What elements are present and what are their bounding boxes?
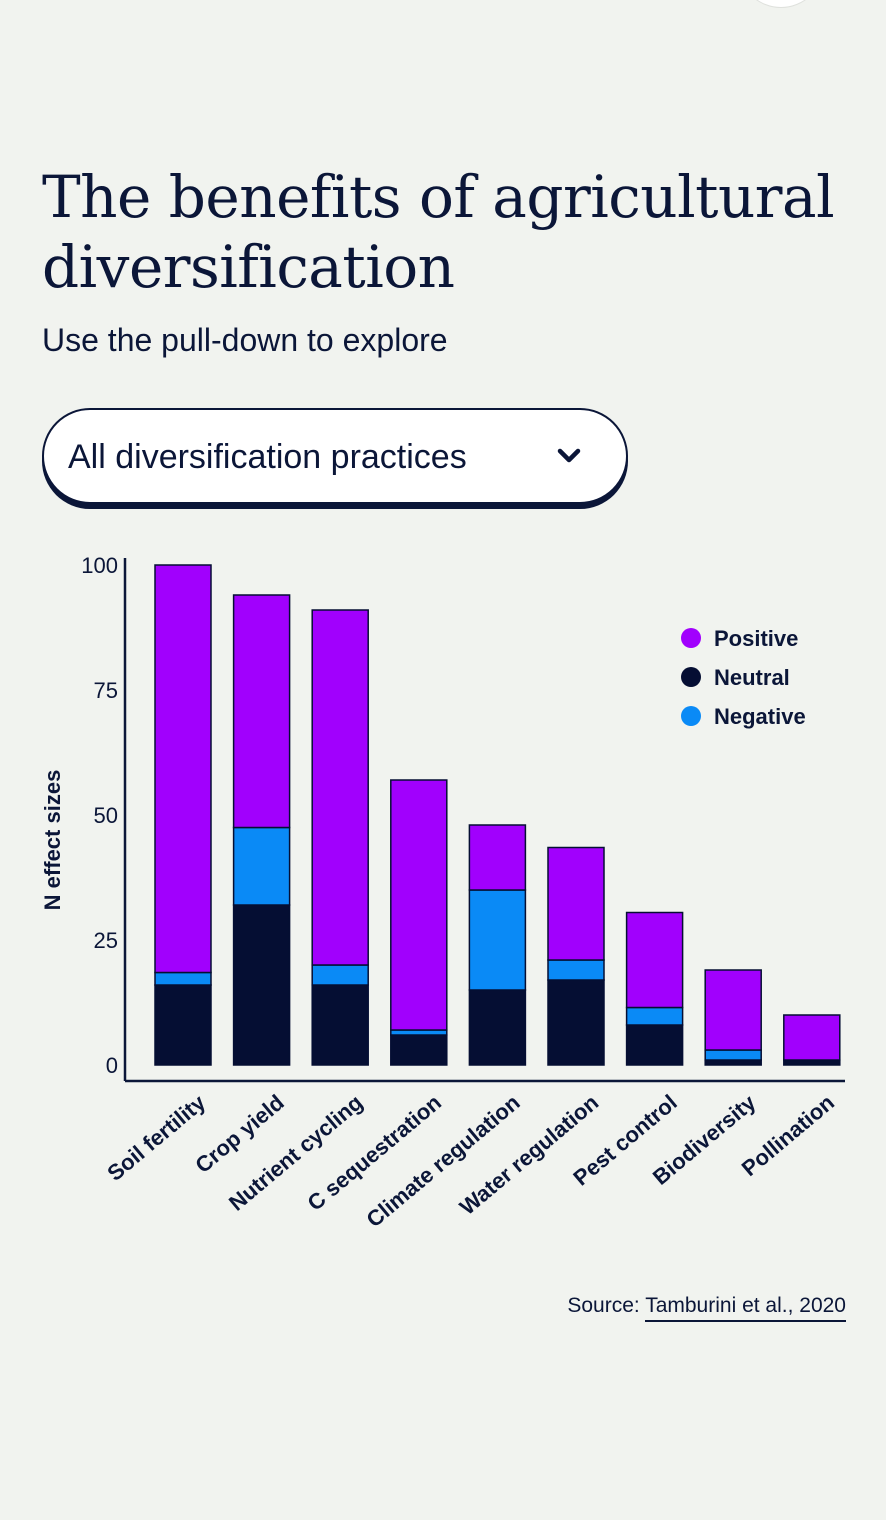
page-title: The benefits of agricultural diversifica… xyxy=(42,163,835,301)
bar-segment-negative[interactable] xyxy=(704,1049,762,1061)
menu-button[interactable] xyxy=(738,0,824,8)
bar-segment-positive[interactable] xyxy=(154,564,212,974)
bar-segment-negative[interactable] xyxy=(232,826,291,906)
bar-segment-positive[interactable] xyxy=(704,969,762,1051)
y-axis-label: N effect sizes xyxy=(40,770,65,911)
x-tick-label: Soil fertility xyxy=(102,1089,210,1186)
y-tick-label: 25 xyxy=(94,928,118,953)
y-tick-label: 0 xyxy=(106,1053,118,1078)
bar-segment-negative[interactable] xyxy=(154,971,212,986)
bar-segment-negative[interactable] xyxy=(311,964,369,986)
dropdown-selected-value: All diversification practices xyxy=(68,438,467,476)
bar-segment-negative[interactable] xyxy=(468,889,527,991)
bar-segment-positive[interactable] xyxy=(468,824,527,891)
legend-swatch-neutral xyxy=(681,667,701,687)
chevron-down-icon xyxy=(557,448,581,463)
bar-segment-positive[interactable] xyxy=(625,911,684,1009)
x-tick-label: C sequestration xyxy=(303,1090,446,1216)
source-link[interactable]: Tamburini et al., 2020 xyxy=(645,1294,846,1322)
bar-segment-neutral[interactable] xyxy=(154,984,212,1066)
legend-swatch-negative xyxy=(681,706,701,726)
bar-segment-negative[interactable] xyxy=(625,1006,684,1026)
bar-segment-neutral[interactable] xyxy=(625,1024,684,1066)
bar-segment-positive[interactable] xyxy=(547,846,605,961)
bar-segment-neutral[interactable] xyxy=(390,1034,448,1066)
bar-segment-negative[interactable] xyxy=(547,959,605,981)
source-note: Source: Tamburini et al., 2020 xyxy=(567,1294,846,1322)
legend-label-negative: Negative xyxy=(714,704,806,729)
bar-segment-positive[interactable] xyxy=(311,609,369,966)
bar-segment-neutral[interactable] xyxy=(547,979,605,1066)
source-prefix: Source: xyxy=(567,1294,646,1317)
legend-label-neutral: Neutral xyxy=(714,665,790,690)
y-tick-label: 50 xyxy=(94,803,118,828)
bar-segment-neutral[interactable] xyxy=(232,904,291,1066)
y-tick-label: 75 xyxy=(94,678,118,703)
y-tick-label: 100 xyxy=(81,553,118,578)
bar-segment-neutral[interactable] xyxy=(311,984,369,1066)
x-tick-label: Water regulation xyxy=(455,1090,603,1220)
page-subtitle: Use the pull-down to explore xyxy=(42,322,448,358)
bar-segment-positive[interactable] xyxy=(232,594,291,829)
x-tick-label: Nutrient cycling xyxy=(224,1090,367,1216)
bar-segment-positive[interactable] xyxy=(783,1014,841,1061)
legend-swatch-positive xyxy=(681,628,701,648)
legend-label-positive: Positive xyxy=(714,626,798,651)
bar-segment-neutral[interactable] xyxy=(468,989,527,1066)
practice-dropdown[interactable]: All diversification practices xyxy=(42,408,628,504)
bar-segment-positive[interactable] xyxy=(390,779,448,1031)
